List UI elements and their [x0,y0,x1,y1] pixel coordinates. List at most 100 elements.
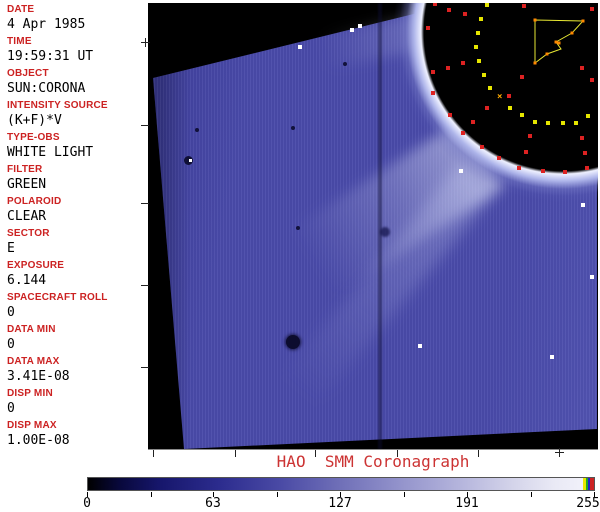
ring-spot-highlight [189,159,192,162]
white-speck [350,28,354,32]
red-marker-dot [583,151,587,155]
red-marker-dot [448,113,452,117]
yellow-marker-dot [533,120,537,124]
metadata-value: (K+F)*V [7,113,62,128]
metadata-value: 6.144 [7,273,47,288]
red-marker-dot [446,66,450,70]
colorbar-tick-label: 63 [205,496,221,511]
metadata-field: POLAROID CLEAR [7,195,147,227]
red-marker-dot [520,75,524,79]
yellow-marker-dot [477,59,481,63]
yellow-marker-dot [561,121,565,125]
frame-tick [478,450,479,457]
frame-tick [153,450,154,457]
metadata-label: DATA MIN [7,324,56,335]
colorbar-end-stripe [590,478,594,490]
red-marker-dot [431,91,435,95]
metadata-value: 0 [7,401,15,416]
dark-speck [343,62,347,66]
frame-tick-plus [559,448,560,457]
metadata-value: 4 Apr 1985 [7,17,86,32]
colorbar-tick-label: 0 [83,496,91,511]
metadata-field: DISP MIN 0 [7,387,147,419]
flag-vertex-dot [570,31,574,35]
metadata-label: DISP MAX [7,420,57,431]
colorbar-tick [340,492,341,497]
yellow-marker-dot [586,114,590,118]
frame-tick [397,450,398,457]
red-marker-dot [426,26,430,30]
metadata-value: GREEN [7,177,47,192]
metadata-label: EXPOSURE [7,260,65,271]
colorbar-tick [151,492,152,497]
red-marker-dot [541,169,545,173]
frame-tick [315,450,316,457]
red-marker-dot [528,134,532,138]
yellow-marker-dot [508,106,512,110]
yellow-marker-dot [574,121,578,125]
white-speck [550,355,554,359]
yellow-marker-dot [488,86,492,90]
metadata-field: DISP MAX 1.00E-08 [7,419,147,451]
flag-vertex-dot [581,19,585,23]
metadata-field: DATA MAX 3.41E-08 [7,355,147,387]
red-marker-dot [590,7,594,11]
frame-tick [141,285,149,286]
frame-tick [141,125,149,126]
ring-spot [184,156,193,165]
yellow-marker-dot [485,3,489,7]
flag-vertex-dot [533,61,537,65]
metadata-label: SECTOR [7,228,50,239]
metadata-value: 0 [7,337,15,352]
metadata-value: E [7,241,15,256]
metadata-value: SUN:CORONA [7,81,86,96]
yellow-marker-dot [479,17,483,21]
metadata-label: TYPE-OBS [7,132,60,143]
yellow-marker-dot [482,73,486,77]
colorbar-end-stripe [586,478,588,490]
red-marker-dot [485,106,489,110]
red-marker-dot [507,94,511,98]
metadata-label: OBJECT [7,68,49,79]
yellow-marker-dot [546,121,550,125]
flag-vertex-dot [554,40,558,44]
metadata-value: WHITE LIGHT [7,145,94,160]
colorbar-tick [404,492,405,497]
intensity-colorbar [87,477,595,491]
image-title: HAO SMM Coronagraph [276,452,470,471]
big-dark-spot [286,335,300,349]
red-marker-dot [447,8,451,12]
metadata-field: TIME 19:59:31 UT [7,35,147,67]
red-marker-dot [463,12,467,16]
flag-outline [534,19,585,64]
metadata-field: OBJECT SUN:CORONA [7,67,147,99]
colorbar-tick [277,492,278,497]
red-marker-dot [517,166,521,170]
metadata-field: SPACECRAFT ROLL 0 [7,291,147,323]
metadata-value: 0 [7,305,15,320]
colorbar-end-stripe [588,478,590,490]
colorbar-tick-label: 191 [455,496,479,511]
red-marker-dot [580,136,584,140]
red-marker-dot [580,66,584,70]
white-speck [358,24,362,28]
red-marker-dot [585,166,589,170]
white-speck [581,203,585,207]
frame-tick [141,367,149,368]
red-marker-dot [590,78,594,82]
metadata-panel: DATE 4 Apr 1985 TIME 19:59:31 UT OBJECT SUN:C… [7,3,147,451]
colorbar-tick [87,492,88,497]
white-speck [418,344,422,348]
coronagraph-image: × [148,3,598,450]
flag-vertex-dot [533,18,537,22]
red-marker-dot [563,170,567,174]
frame-tick [141,203,149,204]
colorbar-tick [531,492,532,497]
metadata-label: INTENSITY SOURCE [7,100,108,111]
red-marker-dot [524,150,528,154]
metadata-field: SECTOR E [7,227,147,259]
red-marker-dot [431,70,435,74]
metadata-label: DATE [7,4,35,15]
metadata-value: 3.41E-08 [7,369,70,384]
